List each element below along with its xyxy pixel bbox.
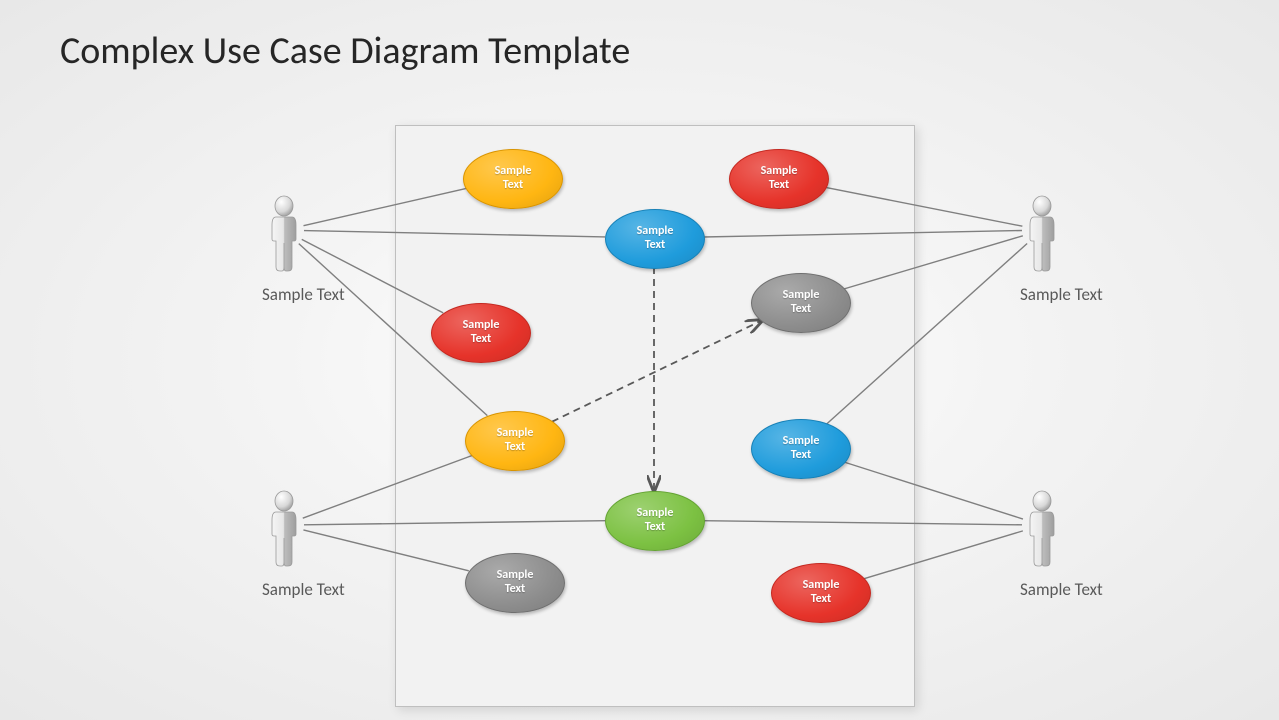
actor-label: Sample Text (262, 284, 306, 305)
usecase-label: SampleText (777, 289, 826, 317)
usecase-orange-mid: SampleText (465, 411, 565, 471)
usecase-label: SampleText (777, 435, 826, 463)
slide-title: Complex Use Case Diagram Template (60, 28, 630, 74)
actor-label: Sample Text (1020, 284, 1064, 305)
usecase-red-bottom: SampleText (771, 563, 871, 623)
usecase-label: SampleText (755, 165, 804, 193)
actor-label: Sample Text (262, 579, 306, 600)
usecase-label: SampleText (491, 569, 540, 597)
actor-top-left: Sample Text (262, 195, 306, 305)
usecase-label: SampleText (457, 319, 506, 347)
usecase-green-center: SampleText (605, 491, 705, 551)
usecase-label: SampleText (491, 427, 540, 455)
usecase-gray-bottom: SampleText (465, 553, 565, 613)
person-icon (1020, 490, 1064, 568)
usecase-orange-top: SampleText (463, 149, 563, 209)
actor-bottom-right: Sample Text (1020, 490, 1064, 600)
person-icon (262, 195, 306, 273)
usecase-red-left: SampleText (431, 303, 531, 363)
usecase-label: SampleText (631, 225, 680, 253)
usecase-label: SampleText (797, 579, 846, 607)
actor-bottom-left: Sample Text (262, 490, 306, 600)
actor-label: Sample Text (1020, 579, 1064, 600)
usecase-blue-right: SampleText (751, 419, 851, 479)
person-icon (1020, 195, 1064, 273)
usecase-gray-right: SampleText (751, 273, 851, 333)
usecase-label: SampleText (631, 507, 680, 535)
person-icon (262, 490, 306, 568)
usecase-label: SampleText (489, 165, 538, 193)
actor-top-right: Sample Text (1020, 195, 1064, 305)
usecase-red-top: SampleText (729, 149, 829, 209)
usecase-blue-center: SampleText (605, 209, 705, 269)
